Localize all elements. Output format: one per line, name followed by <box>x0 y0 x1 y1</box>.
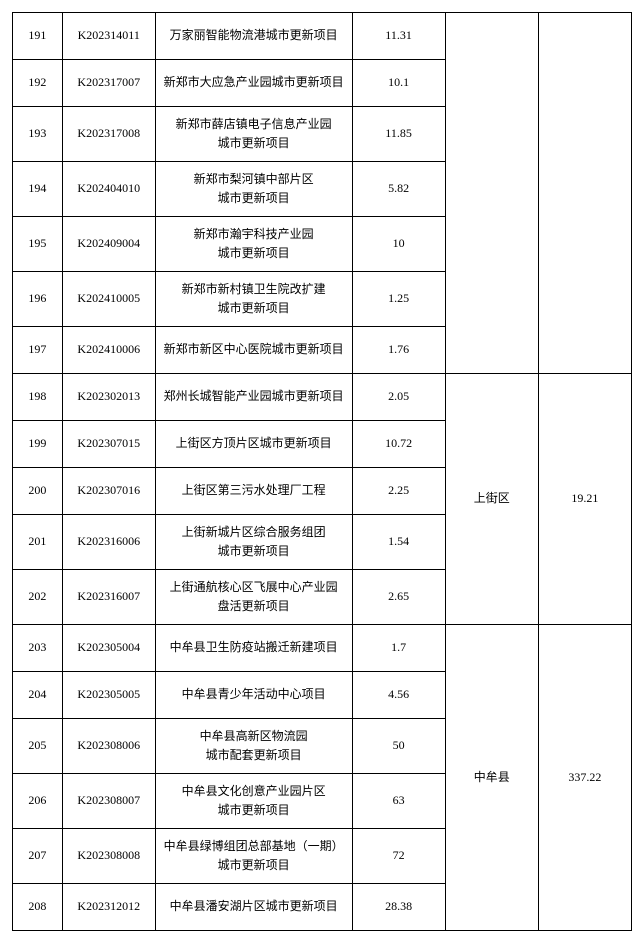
cell-code: K202302013 <box>62 374 155 421</box>
cell-code: K202404010 <box>62 162 155 217</box>
cell-code: K202410005 <box>62 272 155 327</box>
cell-index: 203 <box>13 625 63 672</box>
cell-index: 196 <box>13 272 63 327</box>
cell-code: K202308007 <box>62 774 155 829</box>
cell-value: 2.05 <box>352 374 445 421</box>
cell-region: 上街区 <box>445 374 538 625</box>
cell-project-name: 新郑市大应急产业园城市更新项目 <box>155 60 352 107</box>
cell-project-name: 中牟县潘安湖片区城市更新项目 <box>155 884 352 931</box>
cell-code: K202317008 <box>62 107 155 162</box>
cell-project-name: 新郑市新区中心医院城市更新项目 <box>155 327 352 374</box>
cell-value: 4.56 <box>352 672 445 719</box>
cell-value: 11.31 <box>352 13 445 60</box>
cell-project-name: 中牟县绿博组团总部基地（一期）城市更新项目 <box>155 829 352 884</box>
cell-code: K202307015 <box>62 421 155 468</box>
cell-index: 194 <box>13 162 63 217</box>
cell-index: 199 <box>13 421 63 468</box>
cell-project-name: 新郑市瀚宇科技产业园城市更新项目 <box>155 217 352 272</box>
cell-region <box>445 13 538 374</box>
cell-value: 1.7 <box>352 625 445 672</box>
cell-index: 195 <box>13 217 63 272</box>
cell-index: 200 <box>13 468 63 515</box>
project-table: 191K202314011万家丽智能物流港城市更新项目11.31192K2023… <box>12 12 632 931</box>
cell-code: K202308008 <box>62 829 155 884</box>
cell-region-total: 19.21 <box>538 374 631 625</box>
cell-project-name: 上街通航核心区飞展中心产业园盘活更新项目 <box>155 570 352 625</box>
cell-value: 11.85 <box>352 107 445 162</box>
cell-value: 72 <box>352 829 445 884</box>
cell-index: 193 <box>13 107 63 162</box>
cell-value: 2.25 <box>352 468 445 515</box>
cell-index: 204 <box>13 672 63 719</box>
cell-value: 10 <box>352 217 445 272</box>
cell-project-name: 新郑市薛店镇电子信息产业园城市更新项目 <box>155 107 352 162</box>
cell-index: 192 <box>13 60 63 107</box>
cell-project-name: 中牟县文化创意产业园片区城市更新项目 <box>155 774 352 829</box>
cell-index: 191 <box>13 13 63 60</box>
cell-index: 202 <box>13 570 63 625</box>
cell-index: 197 <box>13 327 63 374</box>
cell-value: 1.54 <box>352 515 445 570</box>
cell-index: 205 <box>13 719 63 774</box>
cell-code: K202308006 <box>62 719 155 774</box>
cell-value: 10.72 <box>352 421 445 468</box>
cell-project-name: 中牟县卫生防疫站搬迁新建项目 <box>155 625 352 672</box>
table-row: 191K202314011万家丽智能物流港城市更新项目11.31 <box>13 13 632 60</box>
cell-code: K202409004 <box>62 217 155 272</box>
cell-value: 2.65 <box>352 570 445 625</box>
cell-value: 1.25 <box>352 272 445 327</box>
cell-project-name: 新郑市梨河镇中部片区城市更新项目 <box>155 162 352 217</box>
table-row: 203K202305004中牟县卫生防疫站搬迁新建项目1.7中牟县337.22 <box>13 625 632 672</box>
cell-index: 206 <box>13 774 63 829</box>
cell-code: K202410006 <box>62 327 155 374</box>
cell-project-name: 上街区第三污水处理厂工程 <box>155 468 352 515</box>
cell-project-name: 万家丽智能物流港城市更新项目 <box>155 13 352 60</box>
cell-code: K202317007 <box>62 60 155 107</box>
cell-code: K202316007 <box>62 570 155 625</box>
cell-project-name: 新郑市新村镇卫生院改扩建城市更新项目 <box>155 272 352 327</box>
cell-value: 1.76 <box>352 327 445 374</box>
cell-index: 208 <box>13 884 63 931</box>
cell-region-total <box>538 13 631 374</box>
cell-index: 198 <box>13 374 63 421</box>
cell-project-name: 中牟县青少年活动中心项目 <box>155 672 352 719</box>
cell-code: K202305005 <box>62 672 155 719</box>
cell-value: 28.38 <box>352 884 445 931</box>
cell-index: 207 <box>13 829 63 884</box>
cell-value: 50 <box>352 719 445 774</box>
cell-value: 63 <box>352 774 445 829</box>
cell-code: K202316006 <box>62 515 155 570</box>
cell-value: 5.82 <box>352 162 445 217</box>
cell-region-total: 337.22 <box>538 625 631 931</box>
cell-project-name: 上街区方顶片区城市更新项目 <box>155 421 352 468</box>
cell-project-name: 中牟县高新区物流园城市配套更新项目 <box>155 719 352 774</box>
cell-project-name: 上街新城片区综合服务组团城市更新项目 <box>155 515 352 570</box>
cell-index: 201 <box>13 515 63 570</box>
cell-region: 中牟县 <box>445 625 538 931</box>
cell-code: K202307016 <box>62 468 155 515</box>
cell-project-name: 郑州长城智能产业园城市更新项目 <box>155 374 352 421</box>
cell-code: K202312012 <box>62 884 155 931</box>
cell-code: K202305004 <box>62 625 155 672</box>
table-row: 198K202302013郑州长城智能产业园城市更新项目2.05上街区19.21 <box>13 374 632 421</box>
cell-value: 10.1 <box>352 60 445 107</box>
cell-code: K202314011 <box>62 13 155 60</box>
